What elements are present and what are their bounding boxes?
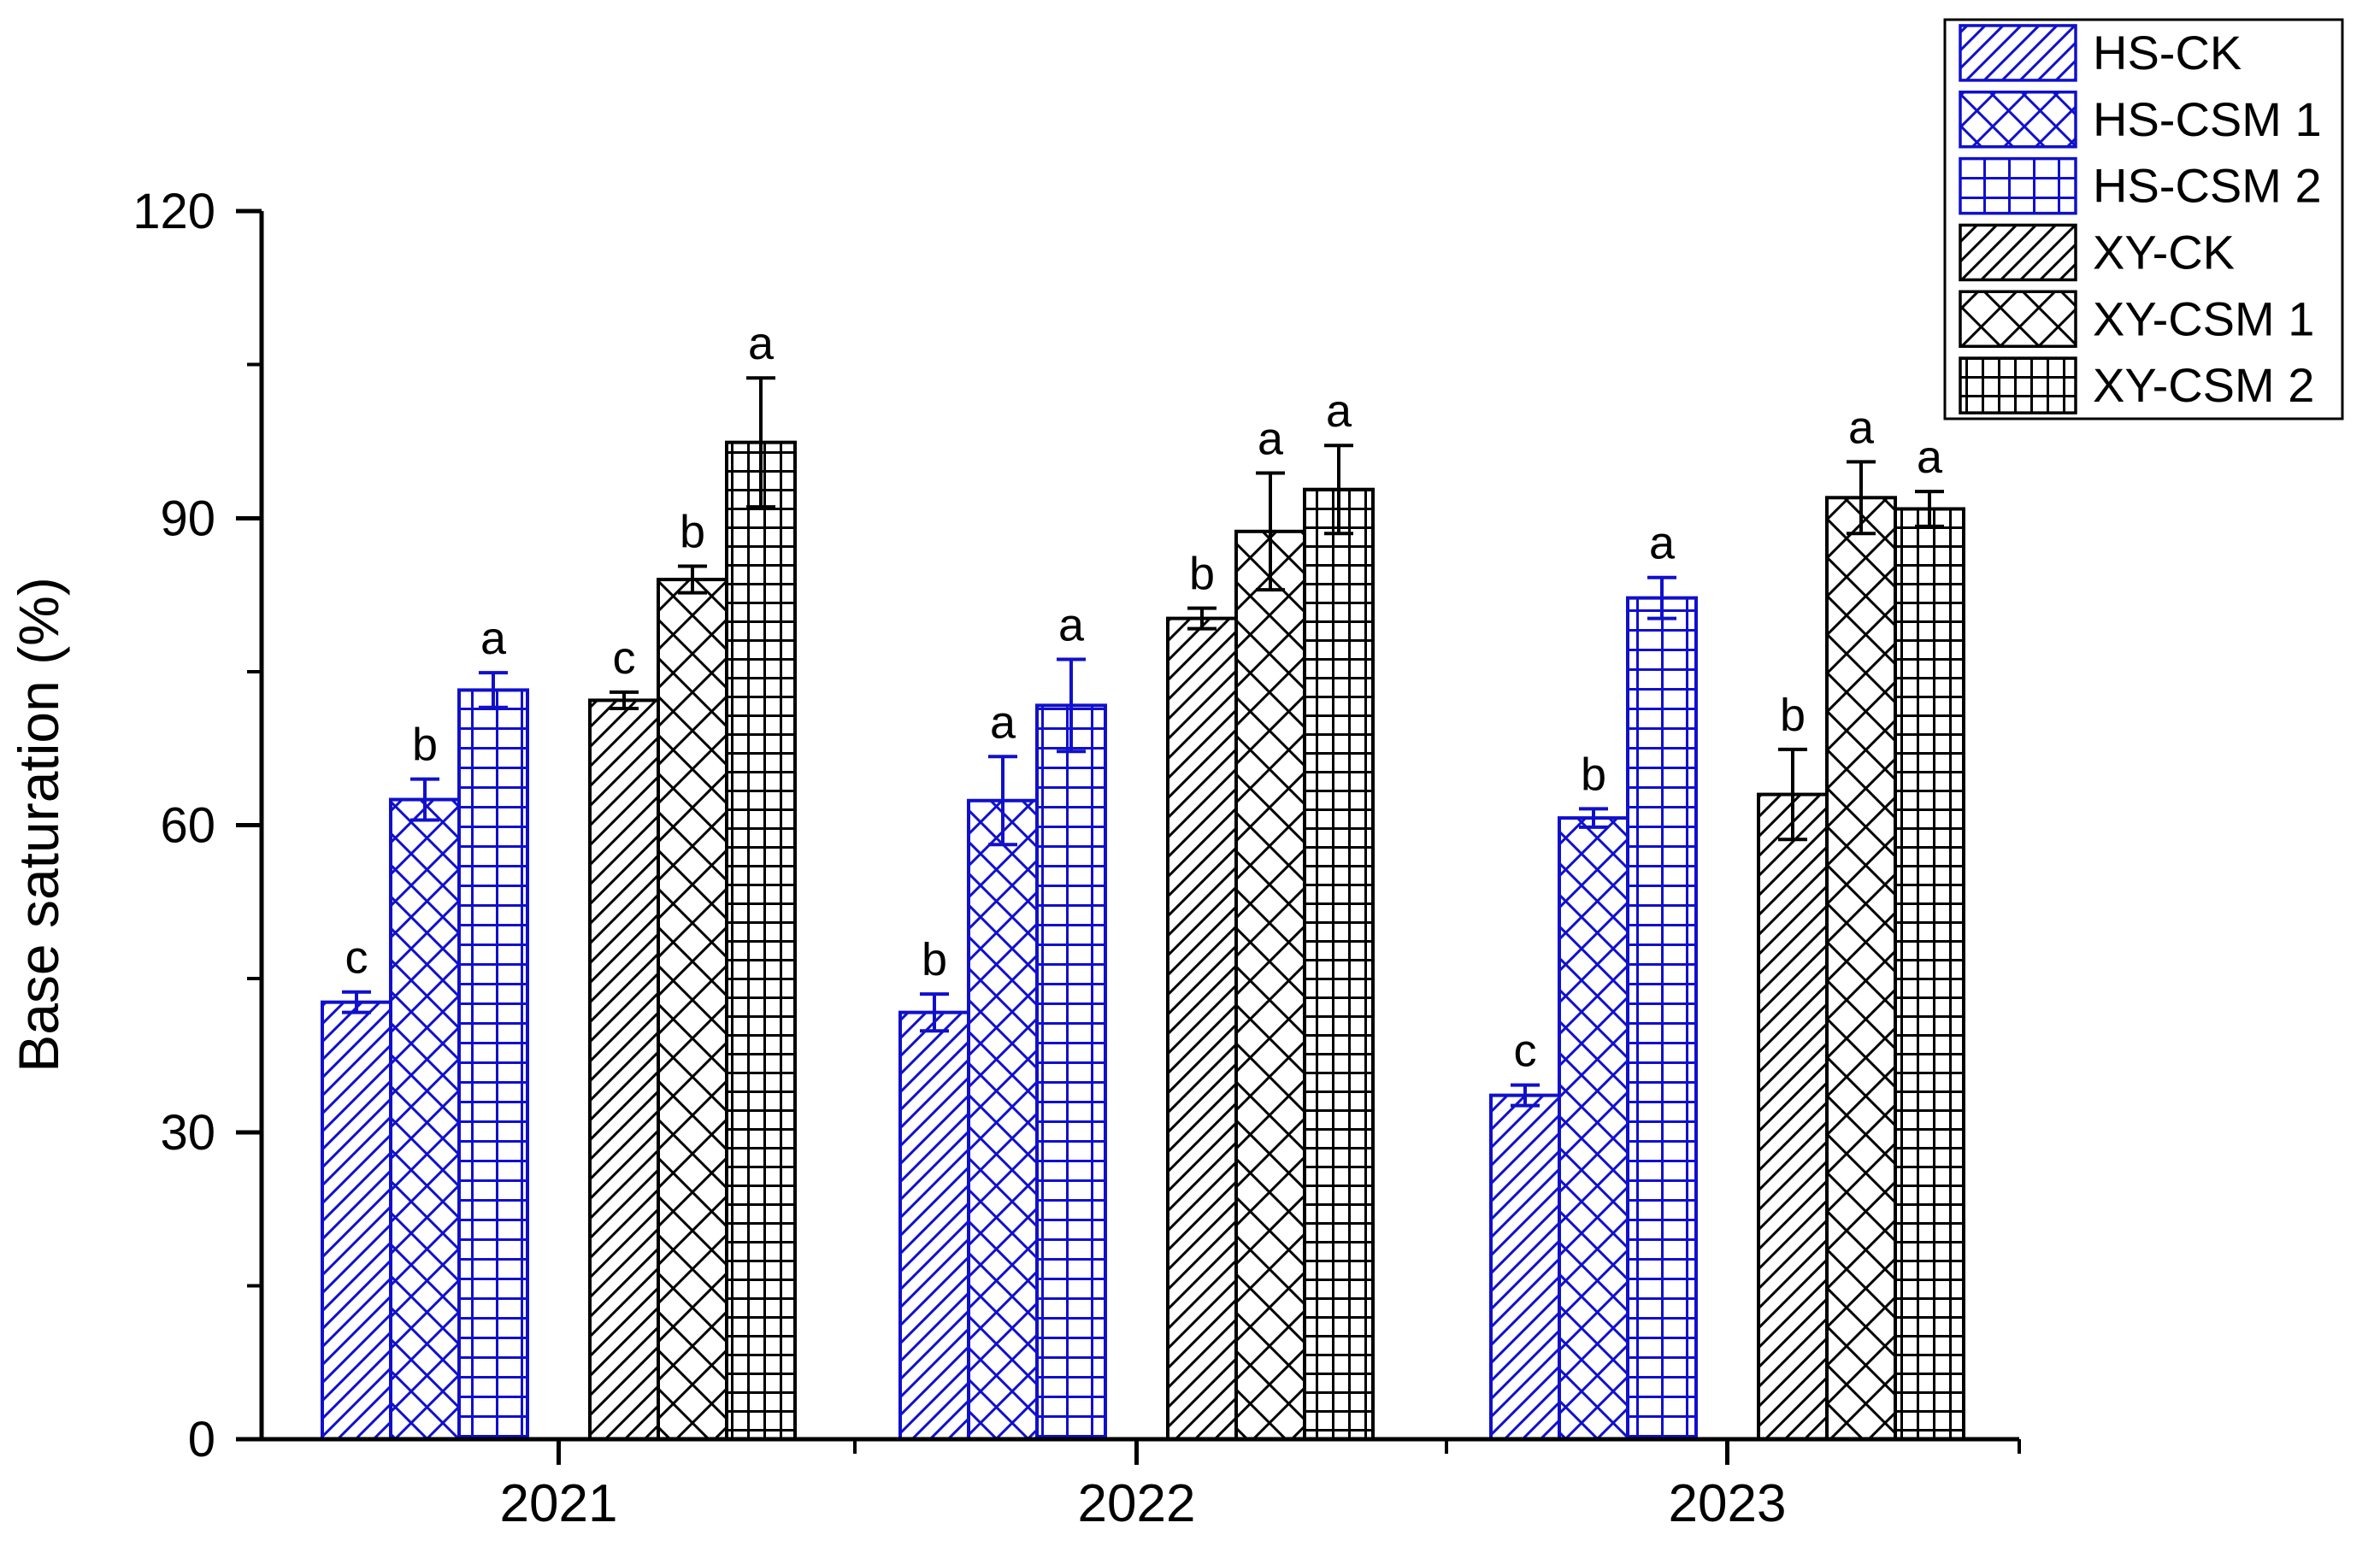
sig-letter: b <box>1189 549 1215 600</box>
bar-XY-CSM2-2023 <box>1894 507 1965 1441</box>
bar-HS-CK-2022 <box>898 1010 970 1441</box>
bar-HS-CSM2-2023 <box>1626 596 1698 1441</box>
legend-item-XY-CSM2: XY-CSM 2 <box>1959 356 2314 414</box>
bar-HS-CSM1-2021 <box>389 797 461 1441</box>
bar-HS-CK-2021 <box>321 1000 392 1441</box>
bar-HS-CSM2-2021 <box>457 688 529 1441</box>
y-tick-label: 0 <box>188 1412 215 1467</box>
sig-letter: a <box>748 318 775 369</box>
error-bar <box>410 777 439 822</box>
sig-letter: b <box>412 720 438 771</box>
bar-XY-CSM2-2022 <box>1303 487 1375 1441</box>
y-axis-title: Base saturation (%) <box>7 577 70 1073</box>
error-bar <box>1511 1083 1540 1108</box>
bar-XY-CK-2021 <box>588 698 660 1441</box>
error-bar <box>1778 747 1807 842</box>
error-bar <box>1324 444 1353 536</box>
legend-label: HS-CK <box>2093 26 2242 79</box>
sig-letter: a <box>1649 518 1676 569</box>
sig-letter: b <box>1581 749 1606 800</box>
error-bar <box>1647 575 1676 620</box>
legend-label: HS-CSM 1 <box>2093 92 2322 146</box>
legend-swatch-cross-hatch <box>1959 91 2077 149</box>
legend: HS-CK HS-CSM 1 HS-CSM 2 XY-CK XY-CSM 1 XY-CSM… <box>1943 18 2344 420</box>
sig-letter: a <box>1326 385 1352 437</box>
error-bar <box>1187 606 1217 631</box>
y-tick-label: 90 <box>160 491 215 546</box>
sig-letter: a <box>1848 402 1875 453</box>
error-bar <box>479 671 508 709</box>
error-bar <box>746 376 775 509</box>
bar-XY-CSM1-2021 <box>657 578 728 1441</box>
legend-swatch-diagonal-hatch <box>1959 223 2077 282</box>
bar-HS-CSM1-2023 <box>1558 816 1629 1441</box>
sig-letter: a <box>480 613 507 664</box>
legend-item-HS-CSM2: HS-CSM 2 <box>1959 156 2322 215</box>
legend-item-HS-CK: HS-CK <box>1959 24 2242 82</box>
error-bar <box>1057 657 1086 754</box>
legend-swatch-grid-hatch <box>1959 356 2077 414</box>
legend-swatch-cross-hatch <box>1959 290 2077 348</box>
legend-label: XY-CSM 1 <box>2093 291 2314 345</box>
x-tick-label: 2022 <box>1078 1474 1196 1533</box>
sig-letter: a <box>990 697 1016 748</box>
legend-label: HS-CSM 2 <box>2093 159 2322 213</box>
bar-XY-CK-2023 <box>1757 792 1829 1441</box>
y-tick-label: 120 <box>133 184 215 239</box>
x-tick-label: 2021 <box>500 1474 618 1533</box>
error-bar <box>920 992 949 1033</box>
bar-HS-CSM2-2022 <box>1035 703 1107 1441</box>
axes <box>236 209 2021 1465</box>
error-bar <box>1256 471 1285 592</box>
legend-item-XY-CSM1: XY-CSM 1 <box>1959 290 2314 348</box>
error-bar <box>988 755 1017 847</box>
error-bar <box>1847 460 1876 536</box>
sig-letter: c <box>345 932 368 984</box>
legend-swatch-diagonal-hatch <box>1959 24 2077 82</box>
y-tick-label: 30 <box>160 1105 215 1161</box>
sig-letter: a <box>1058 600 1085 651</box>
bar-XY-CSM2-2021 <box>725 440 797 1441</box>
legend-label: XY-CSM 2 <box>2093 358 2314 412</box>
bars-group <box>321 376 1965 1441</box>
bar-HS-CK-2023 <box>1489 1093 1561 1441</box>
bar-HS-CSM1-2022 <box>967 798 1039 1441</box>
error-bar <box>1915 490 1944 528</box>
sig-letter: b <box>922 934 947 985</box>
sig-letter: c <box>613 632 636 684</box>
sig-letter: a <box>1917 432 1943 483</box>
x-tick-label: 2023 <box>1669 1474 1787 1533</box>
sig-letter: b <box>680 507 705 558</box>
sig-letter: b <box>1780 690 1806 741</box>
legend-swatch-grid-hatch <box>1959 156 2077 215</box>
y-tick-label: 60 <box>160 798 215 854</box>
error-bar <box>342 990 371 1014</box>
legend-item-XY-CK: XY-CK <box>1959 223 2235 282</box>
legend-item-HS-CSM1: HS-CSM 1 <box>1959 91 2322 149</box>
bar-XY-CK-2022 <box>1166 616 1238 1441</box>
sig-letter: a <box>1258 414 1284 465</box>
legend-label: XY-CK <box>2093 225 2235 279</box>
error-bar <box>1579 807 1608 829</box>
legend-box <box>1943 18 2344 420</box>
bar-XY-CSM1-2023 <box>1825 496 1897 1441</box>
error-bar <box>610 690 639 710</box>
sig-letter: c <box>1514 1026 1537 1077</box>
bar-XY-CSM1-2022 <box>1234 529 1306 1441</box>
error-bar <box>678 564 707 595</box>
